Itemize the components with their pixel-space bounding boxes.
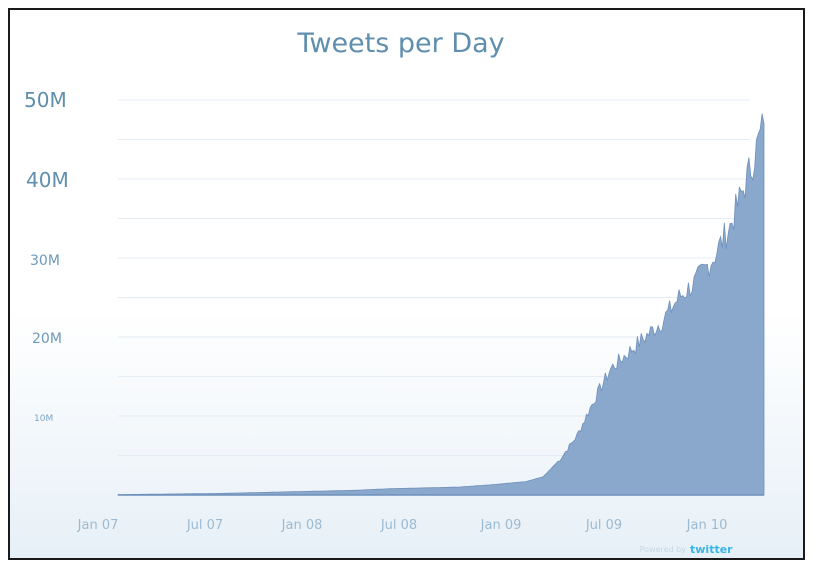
x-tick-label: Jan 07 (77, 518, 119, 533)
twitter-logo: twitter (690, 543, 733, 556)
x-tick-label: Jan 10 (686, 518, 728, 533)
y-tick-label: 20M (32, 331, 62, 347)
y-tick-label: 30M (30, 253, 60, 269)
grid-lines (118, 99, 750, 456)
chart-title: Tweets per Day (296, 28, 504, 59)
plot-area (117, 113, 765, 496)
x-tick-label: Jul 09 (585, 518, 622, 533)
x-tick-label: Jan 08 (281, 518, 323, 533)
y-tick-label: 40M (26, 168, 69, 192)
x-tick-label: Jul 07 (186, 518, 223, 533)
x-tick-label: Jan 09 (480, 518, 522, 533)
series-area (117, 113, 765, 496)
credit-prefix: Powered by (640, 545, 687, 554)
y-tick-label: 10M (34, 414, 53, 424)
x-tick-label: Jul 08 (380, 518, 417, 533)
y-tick-label: 50M (24, 88, 67, 112)
chart-frame: Tweets per Day 50M 40M 30M 20M 10M Jan 0… (8, 8, 805, 560)
chart-canvas: Tweets per Day 50M 40M 30M 20M 10M Jan 0… (24, 28, 765, 556)
